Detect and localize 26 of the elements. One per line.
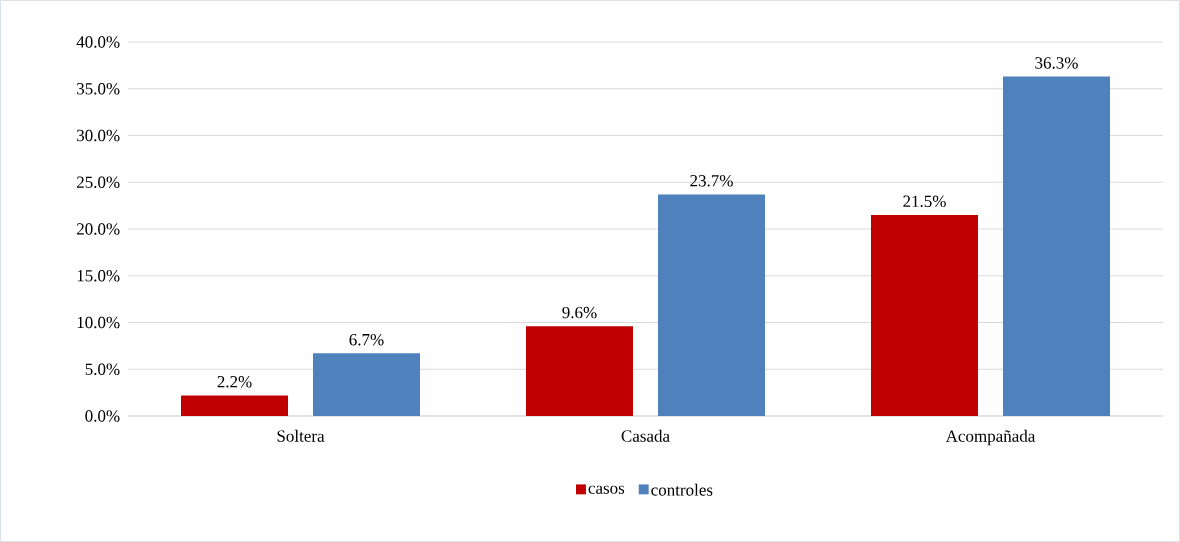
data-label: 2.2%	[217, 376, 252, 388]
data-label: 23.7%	[690, 174, 733, 187]
data-label: 6.7%	[349, 333, 384, 346]
y-tick-label: 10.0%	[77, 316, 120, 329]
data-label: 36.3%	[1035, 57, 1078, 69]
bar	[870, 214, 978, 416]
x-tick-label: Soltera	[277, 429, 325, 442]
y-tick-label: 0.0%	[85, 410, 120, 422]
legend-label: casos	[588, 485, 625, 494]
bar	[1002, 76, 1110, 416]
y-tick-label: 15.0%	[77, 269, 120, 282]
bar	[525, 326, 633, 416]
bar	[657, 194, 765, 416]
y-tick-label: 5.0%	[85, 363, 120, 376]
y-tick-label: 25.0%	[76, 176, 120, 189]
bar	[181, 395, 288, 416]
y-tick-label: 40.0%	[76, 36, 120, 48]
x-tick-label: Acompañada	[945, 429, 1036, 446]
x-tick-label: Casada	[621, 429, 670, 442]
y-tick-label: 30.0%	[77, 129, 120, 142]
y-tick-label: 35.0%	[77, 82, 120, 95]
bar	[313, 353, 420, 416]
y-tick-label: 20.0%	[76, 223, 120, 235]
data-label: 21.5%	[903, 195, 946, 208]
legend-label: controles	[651, 483, 713, 496]
data-label: 9.6%	[562, 306, 597, 319]
